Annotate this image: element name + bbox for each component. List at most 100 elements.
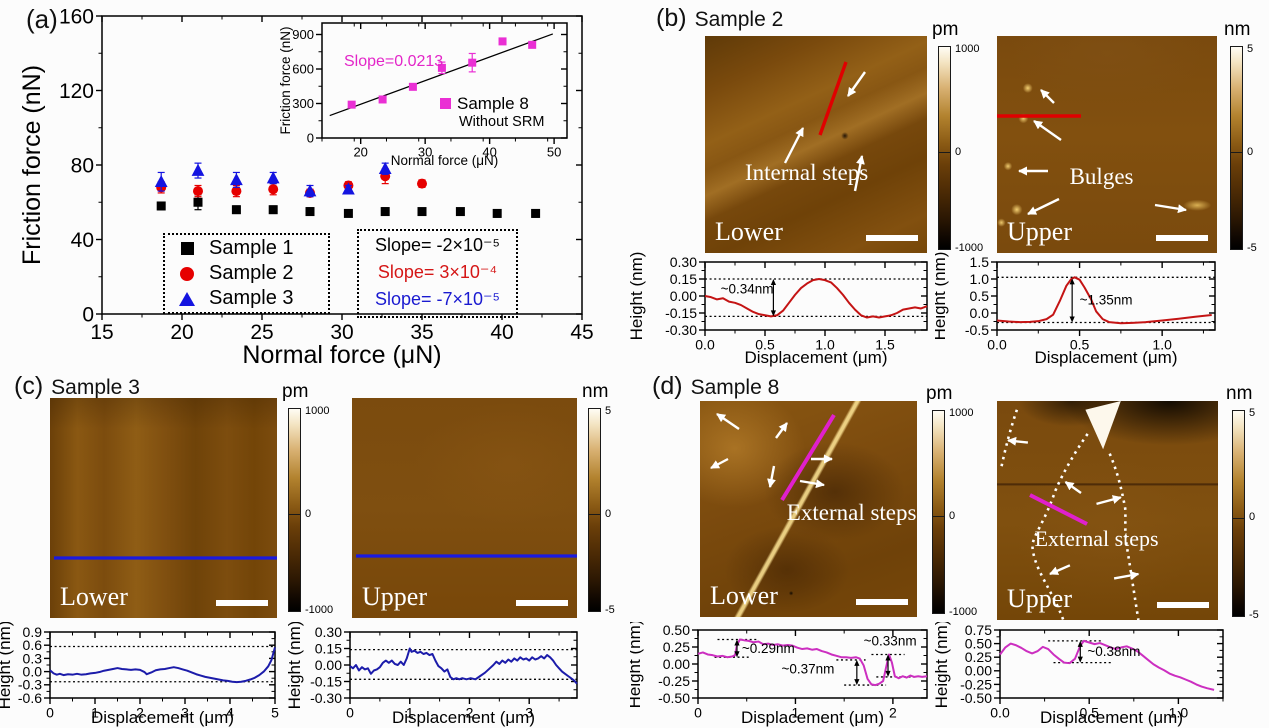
svg-text:0.25: 0.25 <box>663 639 690 655</box>
svg-text:0.5: 0.5 <box>755 336 775 352</box>
arrow-icon <box>1040 89 1055 104</box>
circle-marker-icon <box>180 266 194 281</box>
scale-bar <box>856 599 908 605</box>
svg-text:0.0: 0.0 <box>990 704 1010 720</box>
profile-line-magenta <box>1029 493 1088 526</box>
legend-box: Sample 1 Sample 2 Sample 3 <box>163 233 330 314</box>
svg-text:25: 25 <box>250 321 273 344</box>
afm-overlay-b-lower <box>783 61 866 192</box>
afm-image-c-lower: Lower <box>50 398 277 618</box>
svg-text:35: 35 <box>410 321 433 344</box>
svg-text:Displacement (μm): Displacement (μm) <box>741 708 884 727</box>
panel-c-label: (c) <box>14 372 44 400</box>
svg-text:3: 3 <box>181 704 189 720</box>
svg-text:1.0: 1.0 <box>1152 336 1172 352</box>
afm-overlay-b-upper <box>997 89 1187 216</box>
panel-a-label: (a) <box>26 4 58 34</box>
svg-text:30: 30 <box>418 145 432 160</box>
afm-overlay-c-lower <box>54 556 277 560</box>
svg-text:0.15: 0.15 <box>670 271 697 287</box>
svg-text:160: 160 <box>59 5 94 28</box>
slope-box: Slope= -2×10⁻⁵ Slope= 3×10⁻⁴ Slope= -7×1… <box>357 229 518 318</box>
svg-text:120: 120 <box>59 80 94 103</box>
colorbar-tick: 0 <box>605 507 612 520</box>
svg-text:20: 20 <box>353 145 367 160</box>
svg-text:-0.50: -0.50 <box>658 690 690 706</box>
svg-text:1: 1 <box>91 704 99 720</box>
svg-text:0: 0 <box>46 704 54 720</box>
dotted-boundary <box>1108 453 1140 620</box>
colorbar-unit: nm <box>1226 383 1253 404</box>
svg-text:2: 2 <box>889 704 897 720</box>
afm-image-d-upper: External steps Upper <box>997 401 1218 620</box>
colorbar-gradient <box>938 46 951 250</box>
colorbar-tick: 0 <box>1249 511 1256 524</box>
afm-corner-label: Lower <box>60 582 128 611</box>
slope-sample2: Slope= 3×10⁻⁴ <box>377 262 498 282</box>
svg-text:0.00: 0.00 <box>663 656 690 672</box>
afm-overlay-d-upper <box>1000 401 1140 620</box>
colorbar-tick: 0 <box>1247 145 1254 158</box>
arrow-icon <box>1154 203 1187 214</box>
colorbar-pm-b: pm 1000 0 -1000 <box>932 19 983 254</box>
afm-annotation: External steps <box>1034 525 1159 551</box>
legend-item-sample2: Sample 2 <box>165 261 328 286</box>
legend-label: Sample 2 <box>209 262 294 284</box>
arrow-icon <box>1027 197 1060 216</box>
svg-text:0.00: 0.00 <box>670 288 697 304</box>
svg-text:1: 1 <box>406 704 414 720</box>
colorbar-tick: -5 <box>605 604 615 616</box>
arrow-icon <box>1033 120 1062 141</box>
colorbar-gradient <box>288 408 301 612</box>
colorbar-tick: 0 <box>949 509 956 522</box>
chart-friction-vs-normal: 15 20 25 30 35 40 45 0 40 80 120 160 Normal force (μ… <box>18 5 594 368</box>
panel-d-label: (d) <box>652 372 683 400</box>
arrow-icon <box>853 155 865 192</box>
svg-text:Height (nm): Height (nm) <box>288 622 304 709</box>
panel-c-header: (c) Sample 3 <box>14 372 140 401</box>
arrow-icon <box>767 465 776 488</box>
panel-b-label: (b) <box>656 4 687 32</box>
svg-text:~0.29nm: ~0.29nm <box>742 641 795 656</box>
afm-image-d-lower: External steps Lower <box>700 401 917 617</box>
panel-b-title: Sample 2 <box>694 8 784 31</box>
arrow-icon <box>1064 481 1082 494</box>
svg-text:~0.37nm: ~0.37nm <box>782 662 835 677</box>
svg-text:45: 45 <box>570 321 593 344</box>
afm-overlay-c-upper <box>356 554 577 558</box>
svg-text:Friction force (nN): Friction force (nN) <box>18 65 46 265</box>
afm-image-b-lower: Internal steps Lower <box>705 36 927 253</box>
scale-bar <box>1157 602 1209 608</box>
afm-corner-label: Upper <box>1007 217 1072 246</box>
arrow-icon <box>1096 495 1122 506</box>
panel-b-header: (b) Sample 2 <box>656 4 783 33</box>
colorbar-tick: -1000 <box>305 604 334 616</box>
svg-text:0.0: 0.0 <box>970 305 990 321</box>
svg-text:20: 20 <box>170 321 193 344</box>
svg-text:15: 15 <box>90 321 113 344</box>
legend-label: Sample 1 <box>209 237 294 259</box>
svg-text:~1.35nm: ~1.35nm <box>1080 293 1133 308</box>
svg-text:Friction force (nN): Friction force (nN) <box>278 26 293 134</box>
scale-bar <box>516 600 568 606</box>
svg-text:0.00: 0.00 <box>965 663 992 679</box>
svg-text:3: 3 <box>525 704 533 720</box>
svg-text:-0.50: -0.50 <box>960 690 992 706</box>
colorbar-tick: -1000 <box>949 606 978 618</box>
scale-bar <box>216 600 268 606</box>
colorbar-gradient <box>588 408 601 612</box>
dotted-boundary <box>1000 409 1019 468</box>
colorbar-tick: 5 <box>1247 43 1254 55</box>
colorbar-nm-c: nm 5 0 -5 <box>582 381 615 616</box>
colorbar-tick: -5 <box>1249 609 1259 621</box>
inset-legend-label: Sample 8 <box>457 94 529 113</box>
svg-text:Height (nm): Height (nm) <box>935 252 949 341</box>
colorbar-pm-d: pm 1000 0 -1000 <box>926 383 977 618</box>
legend-item-sample1: Sample 1 <box>165 236 328 261</box>
svg-text:1.5: 1.5 <box>970 254 990 270</box>
panel-a: (a) 15 20 25 30 35 40 45 0 40 80 120 160 Normal forc… <box>0 0 645 370</box>
colorbar-tick: 0 <box>955 145 962 158</box>
afm-image-c-upper: Upper <box>352 398 577 618</box>
arrow-icon <box>1007 436 1029 446</box>
